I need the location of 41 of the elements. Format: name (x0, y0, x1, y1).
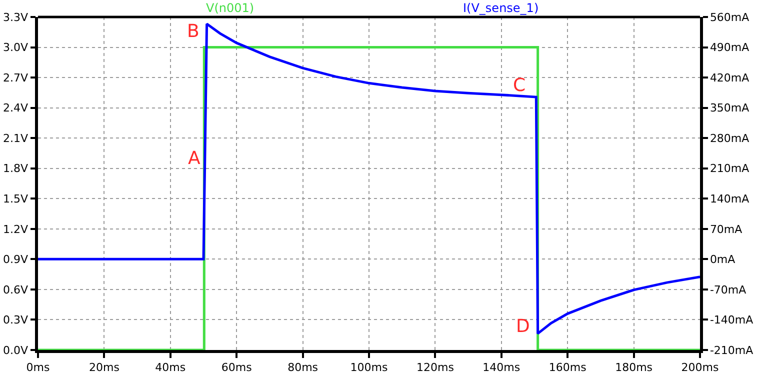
y-tick-label: 2.4V (3, 102, 29, 115)
y2-tick-label: -70mA (710, 283, 747, 296)
x-tick-label: 20ms (88, 360, 120, 374)
y2-tick-label: 210mA (710, 162, 750, 176)
y-tick-label: 1.8V (3, 162, 29, 176)
annotation: B (187, 21, 200, 42)
y2-tick-label: 0mA (710, 253, 736, 266)
y2-tick-label: 140mA (710, 192, 750, 206)
x-tick-label: 80ms (288, 360, 318, 374)
y2-tick-label: -140mA (710, 314, 754, 327)
y-tick-label: 0.3V (3, 314, 29, 327)
y2-tick-label: 280mA (710, 132, 750, 145)
y-tick-label: 1.5V (3, 192, 29, 206)
annotation: C (513, 75, 526, 96)
x-tick-label: 100ms (350, 360, 388, 374)
y-tick-label: 0.9V (3, 253, 29, 266)
y-tick-label: 3.0V (3, 41, 29, 54)
text: I(V_sense_1) (463, 1, 539, 15)
x-tick-label: 60ms (221, 360, 252, 374)
x-tick-label: 160ms (548, 360, 587, 374)
y2-tick-label: 490mA (710, 41, 750, 54)
annotation: A (188, 148, 201, 169)
x-tick-label: 180ms (615, 360, 653, 374)
y-tick-label: 2.7V (3, 71, 29, 84)
x-tick-label: 120ms (416, 360, 454, 374)
y2-tick-label: 70mA (710, 222, 743, 236)
annotation: D (516, 316, 530, 337)
y-tick-label: 2.1V (3, 132, 29, 145)
y2-tick-label: 560mA (710, 10, 750, 24)
x-tick-label: 0ms (26, 360, 50, 374)
y2-tick-label: 350mA (710, 102, 750, 115)
y2-tick-label: 420mA (710, 71, 750, 84)
text: V(n001) (206, 1, 254, 15)
x-tick-label: 40ms (155, 360, 186, 374)
y2-tick-label: -210mA (710, 344, 754, 357)
y-tick-label: 1.2V (3, 222, 29, 236)
x-tick-label: 140ms (482, 360, 520, 374)
x-tick-label: 200ms (681, 360, 719, 374)
y-tick-label: 0.6V (3, 283, 29, 296)
y-tick-label: 0.0V (3, 344, 29, 357)
y-tick-label: 3.3V (3, 10, 29, 24)
